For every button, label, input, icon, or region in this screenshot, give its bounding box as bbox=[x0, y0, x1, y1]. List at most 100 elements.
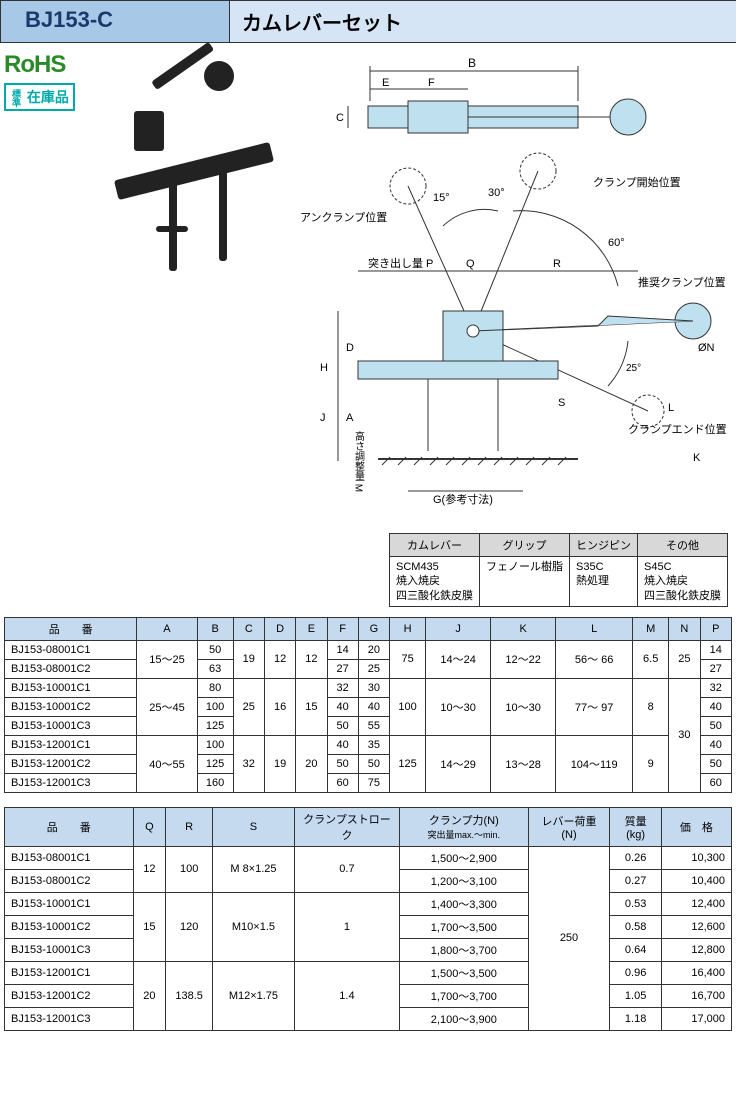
spec-cell: 32 bbox=[700, 678, 731, 697]
spec-cell: 12 bbox=[133, 846, 166, 892]
spec-cell: 100 bbox=[166, 846, 213, 892]
spec-cell: 0.96 bbox=[610, 961, 661, 984]
label-clamp-end: クランプエンド位置 bbox=[628, 422, 727, 436]
table-header: G bbox=[358, 617, 389, 640]
part-number-cell: BJ153-12001C1 bbox=[5, 735, 137, 754]
spec-cell: 19 bbox=[264, 735, 295, 792]
spec-cell: 12,600 bbox=[661, 915, 731, 938]
spec-cell: 1,200～3,100 bbox=[400, 869, 529, 892]
spec-cell: 60 bbox=[700, 773, 731, 792]
spec-cell: 12 bbox=[296, 640, 327, 678]
part-number-cell: BJ153-08001C2 bbox=[5, 869, 134, 892]
spec-cell: 16,400 bbox=[661, 961, 731, 984]
spec-cell: 50 bbox=[327, 754, 358, 773]
spec-cell: 75 bbox=[390, 640, 426, 678]
materials-cell: S45C 焼入焼戻 四三酸化鉄皮膜 bbox=[638, 557, 728, 607]
spec-cell: 1.4 bbox=[294, 961, 399, 1030]
materials-table: カムレバーグリップヒンジピンその他 SCM435 焼入焼戻 四三酸化鉄皮膜フェノ… bbox=[389, 533, 728, 607]
table-header: 価 格 bbox=[661, 807, 731, 846]
table-header: P bbox=[700, 617, 731, 640]
table-header: M bbox=[633, 617, 669, 640]
dim-E: E bbox=[382, 77, 389, 89]
spec-cell: 40 bbox=[358, 697, 389, 716]
table-header: B bbox=[197, 617, 233, 640]
table-header: C bbox=[233, 617, 264, 640]
table-header: Q bbox=[133, 807, 166, 846]
spec-cell: 80 bbox=[197, 678, 233, 697]
table-header: 品 番 bbox=[5, 617, 137, 640]
spec-cell: M12×1.75 bbox=[213, 961, 295, 1030]
spec-cell: 25 bbox=[233, 678, 264, 735]
label-25deg: 25° bbox=[626, 363, 641, 374]
spec-cell: 6.5 bbox=[633, 640, 669, 678]
label-phiN: ØN bbox=[698, 342, 715, 354]
spec-cell: 25～45 bbox=[137, 678, 197, 735]
part-number-cell: BJ153-12001C3 bbox=[5, 773, 137, 792]
part-number-cell: BJ153-10001C3 bbox=[5, 716, 137, 735]
materials-header: グリップ bbox=[480, 534, 570, 557]
part-number-cell: BJ153-10001C1 bbox=[5, 892, 134, 915]
part-code: BJ153-C bbox=[0, 0, 230, 43]
spec-cell: 16 bbox=[264, 678, 295, 735]
spec-cell: 56～ 66 bbox=[556, 640, 633, 678]
label-clamp-start: クランプ開始位置 bbox=[593, 175, 681, 189]
spec-cell: 63 bbox=[197, 659, 233, 678]
materials-header: ヒンジピン bbox=[570, 534, 638, 557]
spec-cell: 0.26 bbox=[610, 846, 661, 869]
part-number-cell: BJ153-12001C2 bbox=[5, 984, 134, 1007]
spec-cell: M10×1.5 bbox=[213, 892, 295, 961]
spec-cell: 10～30 bbox=[491, 678, 556, 735]
part-title: カムレバーセット bbox=[230, 0, 736, 43]
dim-J: J bbox=[320, 412, 326, 424]
spec-cell: 1,700～3,700 bbox=[400, 984, 529, 1007]
spec-cell: 120 bbox=[166, 892, 213, 961]
stock-badge: 標準 在庫品 bbox=[4, 83, 75, 111]
spec-cell: 14～24 bbox=[426, 640, 491, 678]
spec-cell: 12,400 bbox=[661, 892, 731, 915]
spec-cell: 12,800 bbox=[661, 938, 731, 961]
technical-diagram: B E F C アンクランプ位置 15° 30° クランプ開始位置 bbox=[294, 51, 732, 521]
spec-cell: 50 bbox=[327, 716, 358, 735]
table-header: 質量 (kg) bbox=[610, 807, 661, 846]
rohs-badge: RoHS bbox=[4, 51, 124, 79]
spec-cell: 27 bbox=[700, 659, 731, 678]
product-photo bbox=[124, 51, 294, 311]
spec-cell: 104～119 bbox=[556, 735, 633, 792]
spec-cell: 0.7 bbox=[294, 846, 399, 892]
spec-cell: 60 bbox=[327, 773, 358, 792]
dim-F: F bbox=[428, 77, 435, 89]
part-number-cell: BJ153-10001C1 bbox=[5, 678, 137, 697]
spec-cell: 40 bbox=[700, 697, 731, 716]
spec-cell: 100 bbox=[197, 735, 233, 754]
spec-cell: 20 bbox=[296, 735, 327, 792]
spec-cell: M 8×1.25 bbox=[213, 846, 295, 892]
table-header: R bbox=[166, 807, 213, 846]
spec-cell: 14 bbox=[327, 640, 358, 659]
label-60deg: 60° bbox=[608, 237, 625, 249]
table-header: D bbox=[264, 617, 295, 640]
part-number-cell: BJ153-08001C1 bbox=[5, 640, 137, 659]
spec-cell: 10,300 bbox=[661, 846, 731, 869]
spec-cell: 1,800～3,700 bbox=[400, 938, 529, 961]
dim-K: K bbox=[693, 452, 701, 464]
spec-cell: 1.05 bbox=[610, 984, 661, 1007]
spec-cell: 50 bbox=[358, 754, 389, 773]
dim-H: H bbox=[320, 362, 328, 374]
stock-text: 在庫品 bbox=[27, 89, 69, 105]
spec-cell: 100 bbox=[390, 678, 426, 735]
spec-table-1: 品 番ABCDEFGHJKLMNPBJ153-08001C115～2550191… bbox=[4, 617, 732, 793]
spec-cell: 9 bbox=[633, 735, 669, 792]
spec-cell: 15～25 bbox=[137, 640, 197, 678]
table-header: A bbox=[137, 617, 197, 640]
spec-cell: 30 bbox=[358, 678, 389, 697]
spec-cell: 12～22 bbox=[491, 640, 556, 678]
spec-cell: 125 bbox=[390, 735, 426, 792]
spec-cell: 2,100～3,900 bbox=[400, 1007, 529, 1030]
spec-cell: 125 bbox=[197, 716, 233, 735]
spec-cell: 13～28 bbox=[491, 735, 556, 792]
spec-cell: 14 bbox=[700, 640, 731, 659]
spec-table-2: 品 番QRSクランプストローククランプ力(N)突出量max.～min.レバー荷重… bbox=[4, 807, 732, 1031]
spec-cell: 0.27 bbox=[610, 869, 661, 892]
spec-cell: 1,700～3,500 bbox=[400, 915, 529, 938]
table-header: レバー荷重 (N) bbox=[528, 807, 610, 846]
